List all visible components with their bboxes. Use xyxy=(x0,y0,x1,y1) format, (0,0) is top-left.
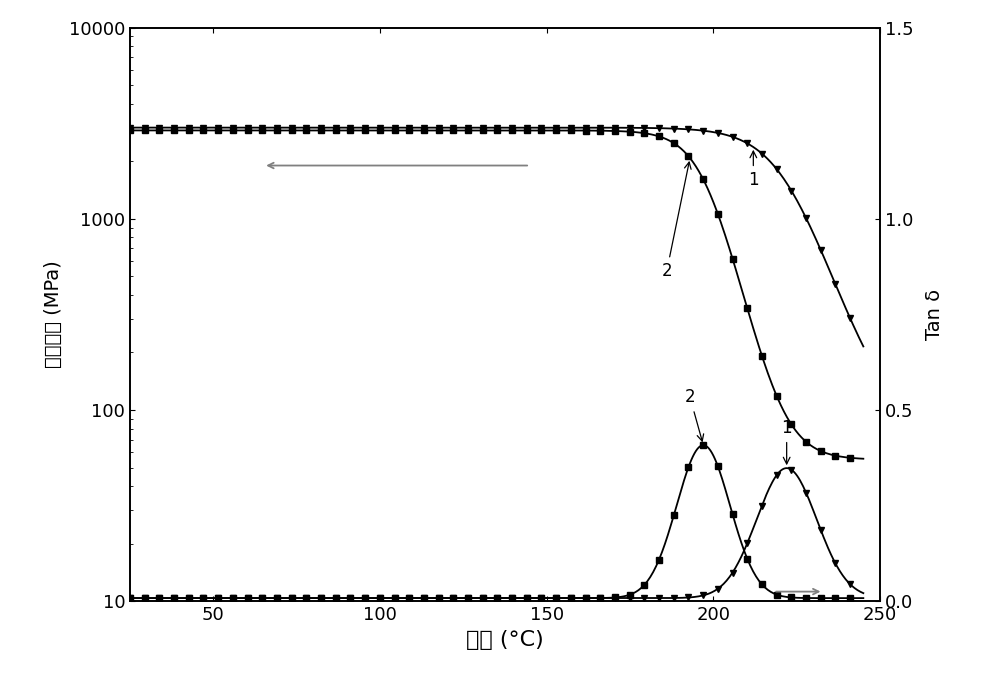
Text: 1: 1 xyxy=(781,419,792,464)
Text: 2: 2 xyxy=(661,162,691,281)
Text: 2: 2 xyxy=(685,388,704,441)
X-axis label: 温度 (°C): 温度 (°C) xyxy=(466,630,544,650)
Text: 1: 1 xyxy=(748,151,759,189)
Y-axis label: 储能模量 (MPa): 储能模量 (MPa) xyxy=(44,261,63,368)
Y-axis label: Tan δ: Tan δ xyxy=(925,289,944,340)
